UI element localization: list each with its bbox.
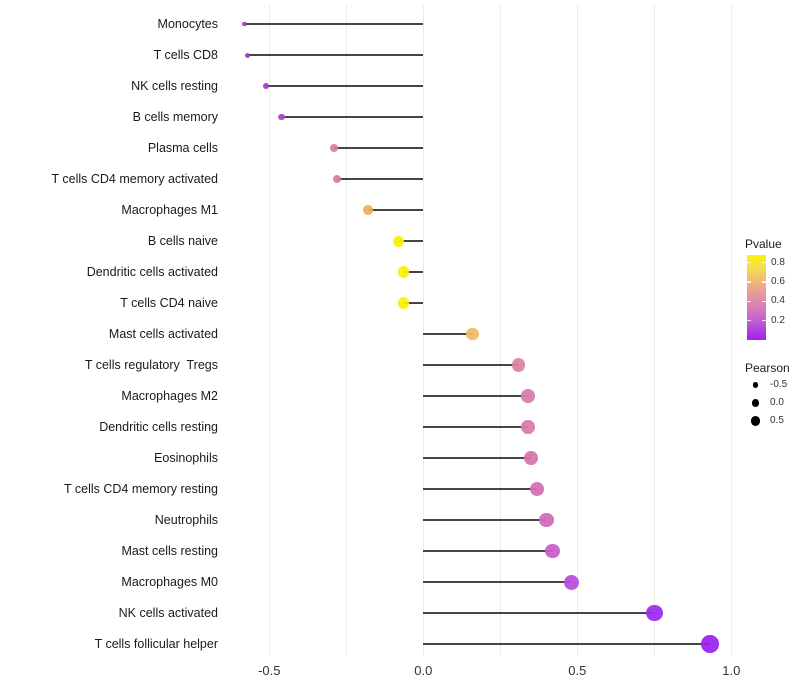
category-label: Monocytes — [157, 17, 218, 31]
gridline — [499, 5, 501, 656]
lollipop-stick — [423, 395, 529, 397]
lollipop-dot — [242, 21, 248, 27]
x-tick-label: 0.0 — [414, 663, 433, 678]
gridline — [576, 5, 578, 656]
lollipop-dot — [539, 512, 554, 528]
category-label: T cells follicular helper — [94, 637, 218, 651]
lollipop-stick — [423, 612, 655, 614]
category-label: T cells CD4 memory resting — [64, 482, 218, 496]
lollipop-dot — [512, 358, 526, 372]
lollipop-dot — [521, 420, 535, 434]
category-label: Neutrophils — [154, 513, 218, 527]
lollipop-dot — [393, 235, 405, 247]
pvalue-tick-mark — [762, 319, 766, 322]
lollipop-dot — [700, 635, 719, 653]
category-label: Dendritic cells activated — [86, 265, 218, 279]
category-label: Dendritic cells resting — [99, 420, 218, 434]
pvalue-tick-label: 0.2 — [771, 314, 785, 326]
pearson-legend-label: -0.5 — [770, 379, 788, 390]
lollipop-stick — [423, 581, 572, 583]
lollipop-stick — [247, 54, 424, 56]
category-label: B cells naive — [147, 234, 218, 248]
lollipop-stick — [423, 643, 710, 645]
pearson-legend-dot — [751, 399, 760, 407]
lollipop-stick — [423, 488, 538, 490]
lollipop-stick — [337, 178, 424, 180]
lollipop-stick — [367, 209, 424, 211]
lollipop-stick — [398, 240, 424, 242]
lollipop-dot — [466, 327, 479, 341]
lollipop-dot — [521, 389, 535, 403]
category-label: B cells memory — [132, 110, 218, 124]
pvalue-tick-label: 0.8 — [771, 256, 785, 268]
category-label: Eosinophils — [154, 451, 218, 465]
lollipop-dot — [397, 266, 409, 278]
pvalue-tick-mark — [747, 300, 751, 303]
x-tick-label: 0.5 — [568, 663, 587, 678]
pvalue-tick-mark — [747, 281, 751, 283]
pvalue-gradient-bar — [747, 255, 766, 340]
lollipop-stick — [423, 550, 553, 552]
lollipop-stick — [266, 85, 424, 87]
category-label: Macrophages M0 — [121, 575, 218, 589]
pearson-legend-label: 0.5 — [770, 415, 784, 426]
x-tick-label: -0.5 — [258, 663, 281, 678]
lollipop-dot — [545, 543, 560, 559]
category-label: Mast cells activated — [108, 327, 218, 341]
lollipop-dot — [397, 297, 409, 309]
pearson-legend-dot — [752, 382, 759, 388]
lollipop-dot — [329, 143, 339, 153]
lollipop-dot — [332, 174, 342, 184]
pvalue-tick-mark — [762, 261, 766, 264]
pvalue-tick-mark — [762, 300, 766, 303]
pvalue-tick-mark — [762, 281, 766, 283]
category-label: Macrophages M2 — [121, 389, 218, 403]
pvalue-tick-label: 0.4 — [771, 295, 785, 307]
pearson-legend-dot — [750, 416, 761, 426]
lollipop-dot — [278, 113, 285, 121]
lollipop-stick — [423, 519, 547, 521]
gridline — [730, 5, 732, 656]
lollipop-dot — [263, 83, 270, 89]
lollipop-dot — [645, 604, 663, 622]
category-label: NK cells activated — [118, 606, 218, 620]
lollipop-dot — [524, 451, 538, 465]
pearson-legend-label: 0.0 — [770, 397, 784, 408]
gridline — [422, 5, 424, 656]
category-label: T cells CD8 — [153, 48, 218, 62]
lollipop-stick — [423, 333, 473, 335]
lollipop-dot — [530, 482, 545, 496]
category-label: Macrophages M1 — [121, 203, 218, 217]
category-label: NK cells resting — [131, 79, 218, 93]
lollipop-stick — [403, 302, 424, 304]
pearson-legend-title: Pearson — [745, 361, 790, 375]
lollipop-stick — [333, 147, 424, 149]
category-label: T cells CD4 memory activated — [51, 172, 219, 186]
category-label: T cells regulatory Tregs — [84, 358, 218, 372]
lollipop-dot — [245, 52, 251, 58]
lollipop-stick — [423, 426, 529, 428]
lollipop-stick — [244, 23, 424, 25]
lollipop-stick — [423, 364, 519, 366]
lollipop-stick — [281, 116, 424, 118]
gridline — [653, 5, 655, 656]
pvalue-legend-title: Pvalue — [745, 237, 782, 251]
lollipop-stick — [403, 271, 424, 273]
category-label: Mast cells resting — [121, 544, 218, 558]
category-label: T cells CD4 naive — [120, 296, 218, 310]
category-label: Plasma cells — [147, 141, 218, 155]
lollipop-dot — [563, 574, 579, 590]
x-tick-label: 1.0 — [722, 663, 741, 678]
pvalue-tick-label: 0.6 — [771, 276, 785, 288]
lollipop-stick — [423, 457, 532, 459]
pvalue-tick-mark — [747, 319, 751, 322]
gridline — [345, 5, 347, 656]
pvalue-tick-mark — [747, 261, 751, 264]
lollipop-dot — [363, 205, 373, 215]
gridline — [268, 5, 270, 656]
